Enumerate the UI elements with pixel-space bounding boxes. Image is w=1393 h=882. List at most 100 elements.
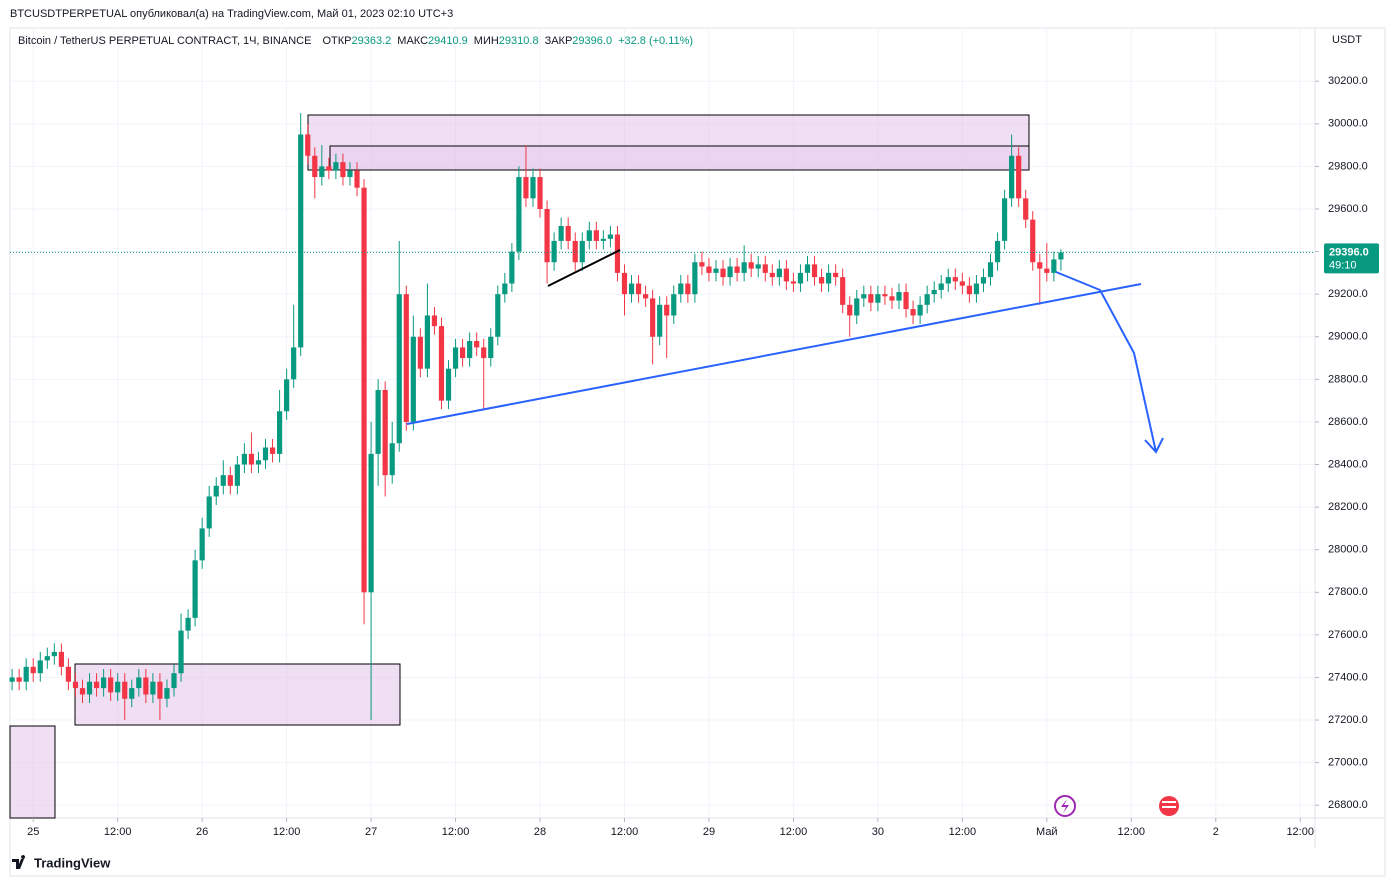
- candle-body: [1023, 198, 1029, 220]
- candle-body: [495, 294, 501, 337]
- candle-body: [375, 389, 381, 454]
- candle-body: [966, 285, 972, 295]
- candle-body: [572, 240, 578, 263]
- candle-body: [1016, 155, 1022, 199]
- brand-name: TradingView: [34, 855, 111, 870]
- candle-body: [101, 677, 107, 689]
- candle-body: [628, 283, 635, 295]
- demand-zone: [74, 663, 401, 726]
- candle-body: [551, 240, 557, 263]
- x-tick-label: 27: [365, 826, 377, 838]
- projection-path: [1055, 271, 1157, 453]
- candle-body: [769, 272, 775, 278]
- y-tick-label: 28600.0: [1328, 416, 1368, 428]
- candle-body: [361, 187, 367, 593]
- candle-body: [164, 688, 170, 699]
- candle-body: [1001, 198, 1008, 241]
- last-price-box: [1324, 243, 1379, 274]
- y-tick-label: 30000.0: [1328, 118, 1368, 130]
- candle-body: [326, 166, 332, 171]
- drawings: [9, 114, 1030, 819]
- candle-body: [833, 272, 839, 278]
- candle-body: [586, 230, 592, 241]
- grid: [10, 28, 1315, 818]
- supply-zone: [307, 114, 1030, 171]
- candle-body: [593, 230, 599, 241]
- flag-stripe: [1162, 801, 1176, 803]
- candle-body: [523, 177, 529, 199]
- candle-body: [565, 226, 571, 241]
- candle-body: [241, 453, 247, 465]
- y-tick-label: 26800.0: [1328, 799, 1368, 811]
- candle-body: [16, 677, 22, 682]
- candle-body: [65, 666, 72, 682]
- x-tick-label: 25: [27, 826, 39, 838]
- candle-body: [762, 264, 768, 273]
- candle-body: [945, 277, 951, 284]
- legend-label: ОТКР: [322, 35, 352, 47]
- candle-body: [44, 656, 50, 661]
- candle-body: [467, 341, 473, 359]
- candle-body: [607, 234, 614, 239]
- candle-body: [952, 277, 958, 282]
- y-tick-label: 27000.0: [1328, 757, 1368, 769]
- axes: 26800.0 27000.0 27200.0 27400.0 27600.0 27800…: [27, 75, 1379, 838]
- legend-value: 29410.9: [428, 35, 468, 47]
- candle-body: [185, 617, 191, 631]
- candle-body: [502, 283, 508, 295]
- candle-body: [811, 264, 818, 278]
- candle-body: [192, 560, 198, 618]
- candle-body: [298, 134, 304, 348]
- candle-body: [445, 368, 452, 401]
- candle-body: [868, 294, 874, 303]
- flag-line: [547, 249, 621, 287]
- candle-body: [783, 268, 789, 282]
- candle-body: [699, 262, 705, 267]
- candle-body: [938, 283, 944, 290]
- candle-body: [692, 262, 698, 295]
- candle-body: [171, 673, 177, 689]
- candle-body: [671, 294, 677, 316]
- candle-body: [23, 666, 29, 682]
- candle-body: [108, 677, 114, 693]
- brand-logo: [12, 855, 26, 869]
- y-tick-label: 29000.0: [1328, 331, 1368, 343]
- candle-body: [797, 272, 804, 284]
- change: +32.8 (+0.11%): [618, 35, 694, 47]
- candle-body: [220, 475, 226, 486]
- candle-body: [734, 266, 740, 273]
- y-tick-label: 29200.0: [1328, 288, 1368, 300]
- y-tick-label: 29600.0: [1328, 203, 1368, 215]
- candle-body: [678, 283, 684, 295]
- drawings-lines: [406, 249, 1179, 817]
- candle-body: [741, 262, 747, 273]
- candle-body: [910, 309, 916, 316]
- projection-arrowhead: [1144, 437, 1164, 454]
- candle-body: [488, 336, 494, 359]
- candle-body: [86, 681, 93, 695]
- countdown: 49:10: [1329, 259, 1357, 271]
- candle-body: [635, 283, 642, 295]
- candle-body: [115, 681, 121, 693]
- candle-body: [9, 677, 15, 682]
- y-tick-label: 27600.0: [1328, 629, 1368, 641]
- candle-body: [600, 238, 606, 241]
- candle-body: [826, 272, 832, 284]
- candle-body: [276, 411, 283, 454]
- x-tick-label: 12:00: [273, 826, 301, 838]
- candle-body: [410, 336, 416, 422]
- candle-body: [861, 294, 867, 299]
- candle-body: [882, 294, 888, 297]
- candle-body: [931, 289, 937, 295]
- candle-body: [206, 496, 212, 529]
- x-tick-label: Май: [1036, 826, 1058, 838]
- x-tick-label: 12:00: [1118, 826, 1146, 838]
- candle-body: [136, 677, 142, 689]
- candle-body: [37, 660, 43, 674]
- candle-body: [213, 485, 219, 497]
- candle-body: [847, 304, 853, 316]
- y-tick-label: 27400.0: [1328, 671, 1368, 683]
- x-tick-label: 12:00: [780, 826, 808, 838]
- candle-body: [579, 240, 585, 263]
